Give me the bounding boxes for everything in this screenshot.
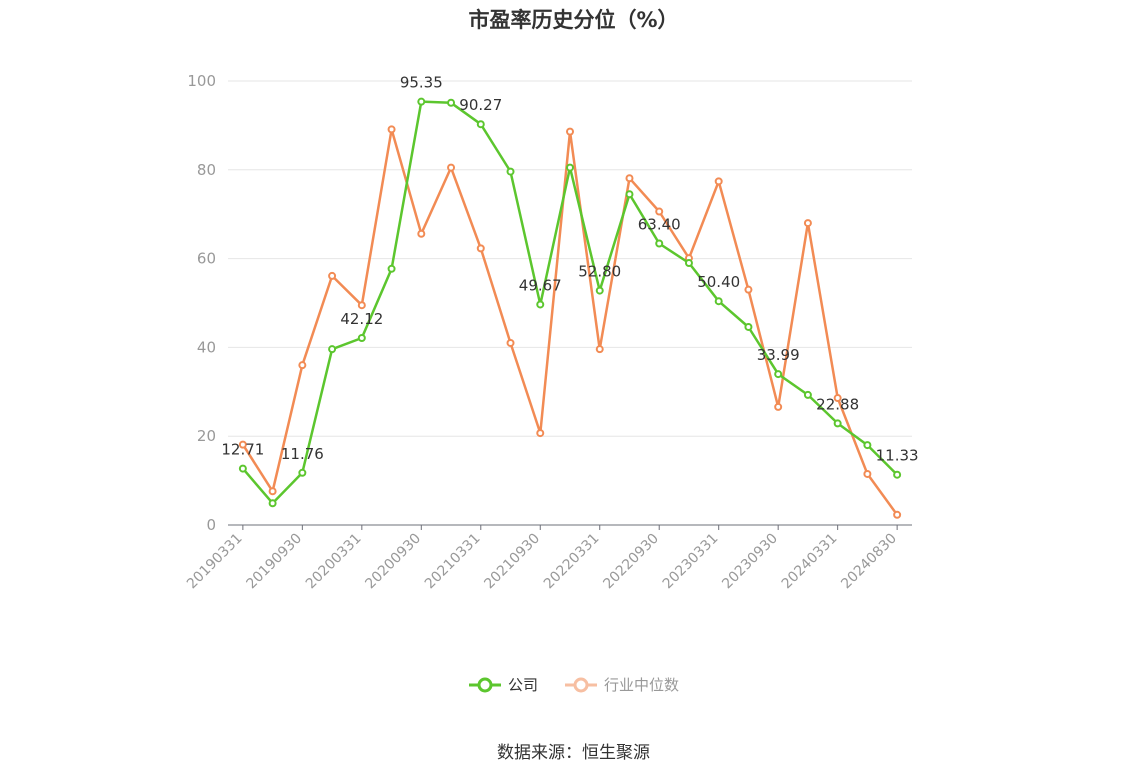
data-label: 22.88 (816, 395, 859, 413)
y-tick-label: 60 (197, 250, 216, 268)
company-point (833, 419, 842, 428)
x-tick-label: 20220930 (600, 531, 662, 593)
data-label-layer: 12.71 11.76 42.12 95.35 90.27 49.67 52.80 63.40… (221, 74, 918, 465)
legend-company-label: 公司 (507, 676, 538, 694)
industry-point (893, 510, 902, 519)
legend-industry-label: 行业中位数 (604, 676, 680, 694)
company-point (595, 286, 604, 295)
company-point (863, 441, 872, 450)
x-tick-label: 20240331 (779, 531, 841, 593)
data-label: 95.35 (400, 74, 443, 92)
legend-industry-marker-icon (565, 677, 597, 692)
data-label: 12.71 (221, 441, 264, 459)
x-tick-label: 20190331 (184, 531, 246, 593)
data-label: 33.99 (757, 346, 800, 364)
company-point (447, 98, 456, 107)
industry-point (387, 125, 396, 134)
data-label: 50.40 (697, 273, 740, 291)
legend-item-company[interactable]: 公司 (468, 674, 538, 695)
company-point (268, 499, 277, 508)
legend-company-marker-icon (468, 677, 501, 692)
company-point (387, 264, 396, 273)
x-tick-label: 20230331 (660, 531, 722, 593)
company-point (506, 167, 515, 176)
line-chart: 0 20 40 60 80 100 2019033120190930202003312020… (184, 72, 919, 592)
company-series-line (241, 100, 898, 505)
y-tick-label: 100 (187, 72, 216, 90)
company-point (744, 322, 753, 331)
data-label: 42.12 (340, 310, 383, 328)
x-tick-label: 20210930 (481, 531, 543, 593)
x-tick-label: 20220331 (541, 531, 603, 593)
company-point (655, 239, 664, 248)
industry-point (566, 127, 574, 136)
data-label: 49.67 (519, 276, 562, 294)
industry-point (863, 469, 872, 478)
company-point (476, 120, 485, 129)
chart-title: 市盈率历史分位（%） (468, 8, 679, 32)
data-label: 63.40 (638, 216, 681, 234)
x-tick-label: 20190930 (243, 531, 305, 593)
source-note: 数据来源：恒生聚源 (497, 743, 650, 763)
industry-point (774, 402, 783, 411)
legend-item-industry-median[interactable]: 行业中位数 (564, 674, 679, 695)
industry-point (625, 174, 634, 183)
x-tick-label: 20200930 (362, 531, 424, 593)
industry-point (417, 229, 426, 238)
data-label: 11.76 (281, 445, 324, 463)
industry-point (833, 394, 842, 403)
industry-point (447, 163, 456, 172)
data-label: 90.27 (459, 96, 502, 114)
axis-layer: 0 20 40 60 80 100 2019033120190930202003312020… (184, 72, 912, 592)
company-point (238, 464, 247, 473)
company-point (803, 390, 812, 399)
company-point (536, 300, 545, 309)
legend: 公司 行业中位数 (0, 674, 1147, 695)
industry-point (506, 338, 515, 347)
company-point (566, 163, 574, 172)
company-point (625, 190, 634, 199)
industry-point (476, 244, 485, 253)
x-tick-label: 20230930 (719, 531, 781, 593)
company-point (417, 97, 426, 106)
y-tick-label: 20 (197, 427, 216, 445)
industry-point (268, 487, 277, 496)
x-tick-label: 20210331 (422, 531, 484, 593)
company-point (684, 259, 693, 268)
x-tick-label: 20200331 (303, 531, 365, 593)
data-label: 52.80 (578, 263, 621, 281)
company-point (774, 370, 783, 379)
industry-point (595, 345, 604, 354)
industry-point (803, 219, 812, 228)
company-point (893, 470, 902, 479)
company-point (714, 297, 723, 306)
data-label: 11.33 (876, 447, 919, 465)
series-layer (238, 97, 902, 519)
industry-point (298, 361, 307, 370)
industry-point (536, 429, 545, 438)
x-tick-label: 20240830 (838, 531, 900, 593)
company-point (328, 345, 337, 354)
company-point (357, 333, 366, 342)
company-point (298, 468, 307, 477)
industry-point (655, 207, 664, 216)
industry-point (714, 177, 723, 186)
y-tick-label: 40 (197, 338, 216, 356)
y-tick-label: 80 (197, 161, 216, 179)
industry-point (744, 285, 753, 294)
industry-point (357, 301, 366, 310)
industry-point (328, 271, 337, 280)
industry-point (238, 440, 247, 449)
y-tick-label: 0 (206, 516, 216, 534)
